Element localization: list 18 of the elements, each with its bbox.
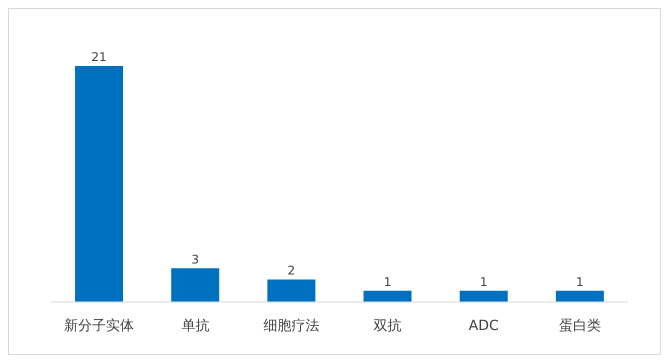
bar [75,66,124,302]
x-tick-label: 蛋白类 [558,318,601,334]
bar [267,280,316,302]
data-label: 1 [480,274,488,289]
data-label: 21 [91,50,107,64]
bar [556,290,604,302]
data-label: 3 [191,252,200,266]
bar [460,290,508,302]
data-label: 1 [384,274,392,289]
data-label: 1 [576,274,584,289]
bar [171,268,220,302]
x-tick-label: 新分子实体 [64,318,134,334]
bar [364,290,412,302]
x-tick-label: 双抗 [374,318,402,334]
x-tick-label: ADC [468,318,500,334]
data-label: 2 [288,264,296,278]
x-tick-label: 细胞疗法 [263,318,320,334]
x-tick-label: 单抗 [181,318,210,334]
